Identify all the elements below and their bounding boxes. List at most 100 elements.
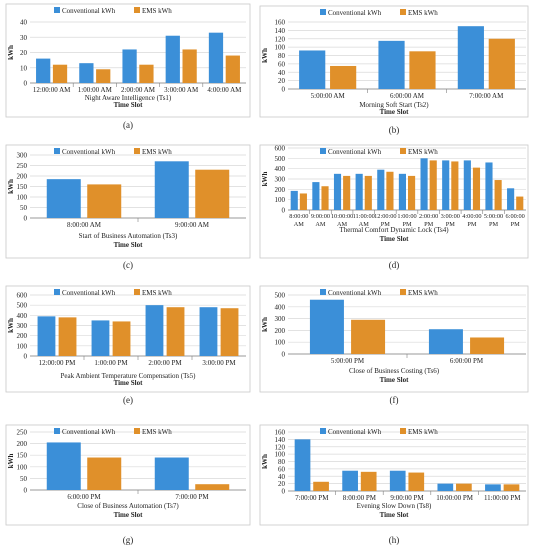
y-tick-label: 100 <box>275 339 286 347</box>
x-tick-label: 2:00:00 AM <box>121 86 156 94</box>
chart-panel-6: 0 100 200 300 400 500 kWh Conventional kWh EMS k… <box>259 285 529 405</box>
bar-ems <box>96 69 111 83</box>
y-tick-label: 100 <box>17 463 28 471</box>
legend-entry: EMS kWh <box>408 9 438 17</box>
bar-ems <box>52 64 68 83</box>
x-axis-label: Time Slot <box>114 101 144 109</box>
bar-ems <box>299 193 307 210</box>
y-tick-label: 150 <box>17 452 28 460</box>
y-tick-label: 20 <box>278 480 286 488</box>
bar-conventional <box>463 160 471 210</box>
y-tick-label: 40 <box>278 69 286 77</box>
chart-title: Morning Soft Start (Ts2) <box>359 101 429 109</box>
x-tick-label: 5:00:00 PM <box>331 357 365 365</box>
x-tick-label: 6:00:00 PM <box>67 493 101 501</box>
x-tick-label: 10:00:00 <box>331 213 353 220</box>
bar-ems <box>409 51 436 89</box>
legend-swatch <box>54 7 60 13</box>
x-tick-label: 4:00:00 AM <box>207 86 242 94</box>
legend-swatch <box>134 289 140 295</box>
panel-label: (h) <box>389 535 400 545</box>
bar-conventional <box>333 173 342 210</box>
panel-label: (g) <box>123 535 134 545</box>
y-tick-label: 600 <box>275 145 286 153</box>
bar-ems <box>351 319 386 354</box>
y-axis-label: kWh <box>7 454 15 469</box>
legend-entry: Conventional kWh <box>328 148 382 156</box>
chart-frame <box>5 424 251 526</box>
legend-swatch <box>54 289 60 295</box>
chart-title: Thermal Comfort Dynamic Lock (Ts4) <box>339 226 449 234</box>
bar-conventional <box>442 160 450 210</box>
y-tick-label: 0 <box>282 351 286 359</box>
legend-swatch <box>134 428 140 434</box>
y-tick-label: 200 <box>17 173 28 181</box>
bar-conventional <box>457 26 484 89</box>
y-tick-label: 250 <box>17 162 28 170</box>
legend-entry: Conventional kWh <box>62 428 116 436</box>
legend-entry: Conventional kWh <box>328 9 382 17</box>
y-tick-label: 0 <box>24 353 28 361</box>
bar-ems <box>166 307 185 356</box>
y-tick-label: 400 <box>275 303 286 311</box>
legend-entry: Conventional kWh <box>62 289 116 297</box>
bar-ems <box>112 321 131 356</box>
x-tick-label: PM <box>489 221 499 228</box>
y-tick-label: 100 <box>17 194 28 202</box>
bar-conventional <box>398 173 406 210</box>
panel-label: (d) <box>389 260 400 270</box>
legend-swatch <box>320 9 326 15</box>
x-axis-label: Time Slot <box>114 379 144 387</box>
chart-title: Close of Business Costing (Ts6) <box>349 367 440 375</box>
y-axis-label: kWh <box>7 45 15 60</box>
chart-title: Night Aware Intelligence (Ts1) <box>85 94 172 102</box>
legend-swatch <box>320 289 326 295</box>
panel-label: (c) <box>123 260 133 270</box>
x-tick-label: 7:00:00 AM <box>469 92 504 100</box>
x-axis-label: Time Slot <box>380 511 410 519</box>
bar-conventional <box>154 161 189 218</box>
y-tick-label: 160 <box>275 19 286 27</box>
y-tick-label: 120 <box>275 443 286 451</box>
bar-ems <box>472 167 481 210</box>
legend-swatch <box>320 148 326 154</box>
bar-ems <box>451 161 459 210</box>
legend-entry: Conventional kWh <box>62 148 116 156</box>
bar-conventional <box>485 162 493 210</box>
x-tick-label: 8:00:00 <box>289 213 308 220</box>
y-axis-label: kWh <box>7 318 15 333</box>
bar-conventional <box>145 305 164 356</box>
y-tick-label: 120 <box>275 35 286 43</box>
bar-conventional <box>507 188 515 210</box>
x-axis-label: Time Slot <box>114 241 144 249</box>
x-tick-label: 3:00:00 AM <box>164 86 199 94</box>
y-tick-label: 0 <box>282 488 286 496</box>
bar-conventional <box>428 329 463 354</box>
x-tick-label: 5:00:00 <box>484 213 503 220</box>
panel-label: (e) <box>123 395 133 405</box>
x-tick-label: PM <box>381 221 391 228</box>
legend-swatch <box>400 289 406 295</box>
y-tick-label: 140 <box>275 27 286 35</box>
x-tick-label: PM <box>446 221 456 228</box>
x-tick-label: 3:00:00 <box>441 213 460 220</box>
x-tick-label: PM <box>511 221 521 228</box>
bar-ems <box>330 65 357 89</box>
bar-conventional <box>208 32 224 83</box>
x-tick-label: 8:00:00 PM <box>343 494 377 502</box>
x-tick-label: 2:00:00 PM <box>148 359 182 367</box>
legend-entry: Conventional kWh <box>62 7 116 15</box>
bar-conventional <box>389 470 406 491</box>
bar-conventional <box>199 307 218 356</box>
bar-conventional <box>437 483 454 491</box>
y-tick-label: 140 <box>275 436 286 444</box>
y-tick-label: 20 <box>278 77 286 85</box>
x-tick-label: 11:00:00 <box>353 213 375 220</box>
y-tick-label: 0 <box>282 86 286 94</box>
bar-ems <box>386 171 394 210</box>
legend-entry: EMS kWh <box>142 428 172 436</box>
y-tick-label: 100 <box>17 342 28 350</box>
y-axis-label: kWh <box>261 317 269 332</box>
bar-conventional <box>91 320 110 356</box>
